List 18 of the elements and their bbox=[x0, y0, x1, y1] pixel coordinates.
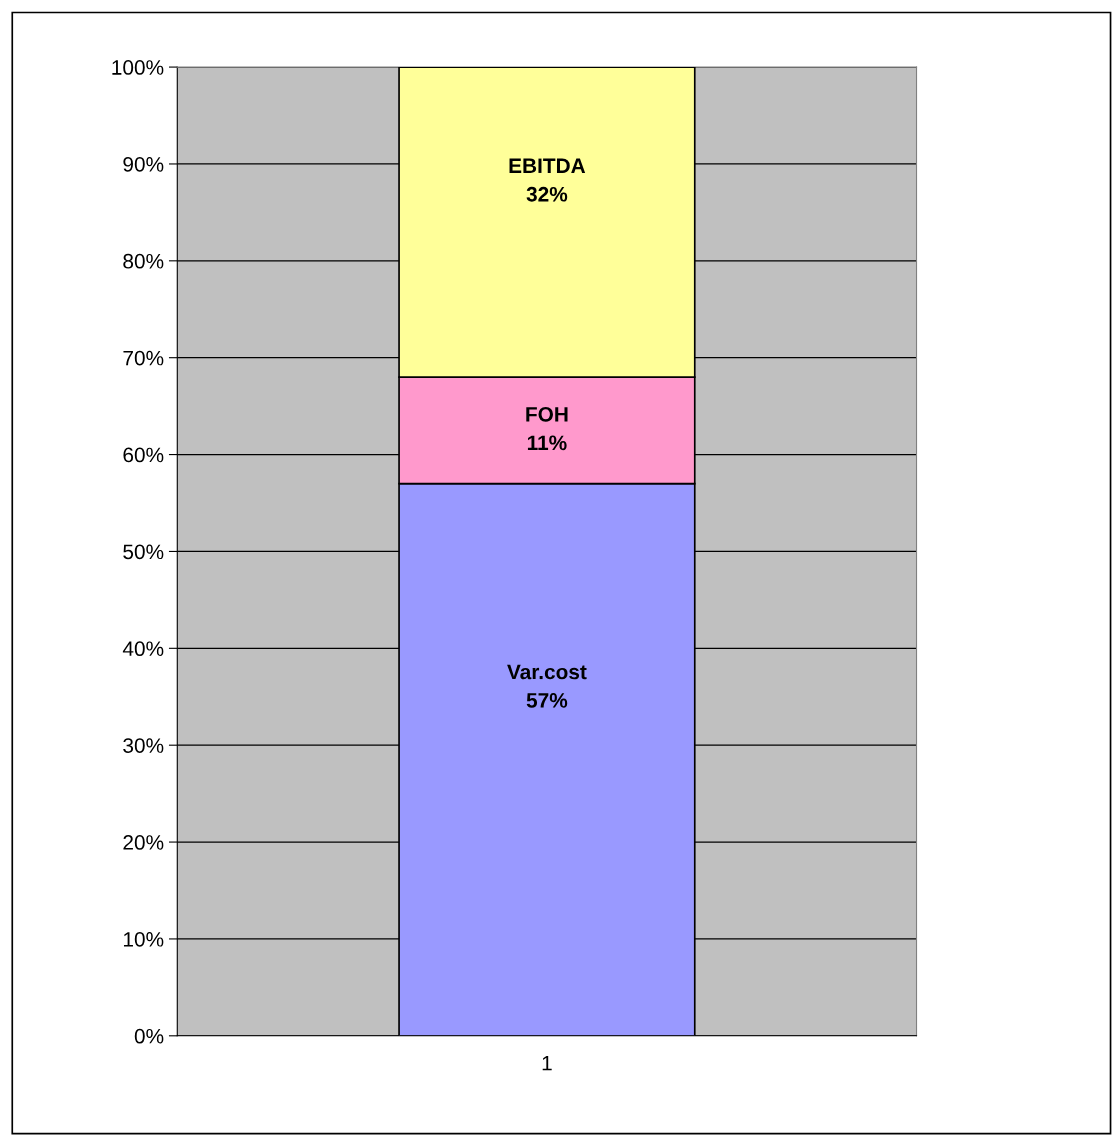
series-label: Var.cost bbox=[507, 664, 587, 680]
y-tick-label: 90% bbox=[123, 156, 164, 172]
data-label: 32% bbox=[526, 186, 568, 202]
data-label: 11% bbox=[527, 435, 567, 451]
y-tick-label: 20% bbox=[123, 835, 164, 850]
y-tick-label: 50% bbox=[123, 544, 164, 560]
series-label: FOH bbox=[526, 406, 568, 422]
y-tick-label: 0% bbox=[134, 1028, 164, 1044]
data-label: 57% bbox=[526, 693, 568, 708]
y-tick-label: 60% bbox=[123, 447, 164, 463]
y-tick-label: 100% bbox=[112, 60, 164, 75]
y-tick-label: 10% bbox=[123, 931, 164, 947]
y-tick-label: 80% bbox=[123, 253, 164, 269]
x-tick-label: 1 bbox=[542, 1056, 552, 1071]
y-tick-label: 40% bbox=[122, 641, 164, 657]
y-tick-label: 30% bbox=[123, 738, 164, 753]
series-label: EBITDA bbox=[509, 158, 586, 173]
y-tick-label: 70% bbox=[123, 350, 164, 366]
